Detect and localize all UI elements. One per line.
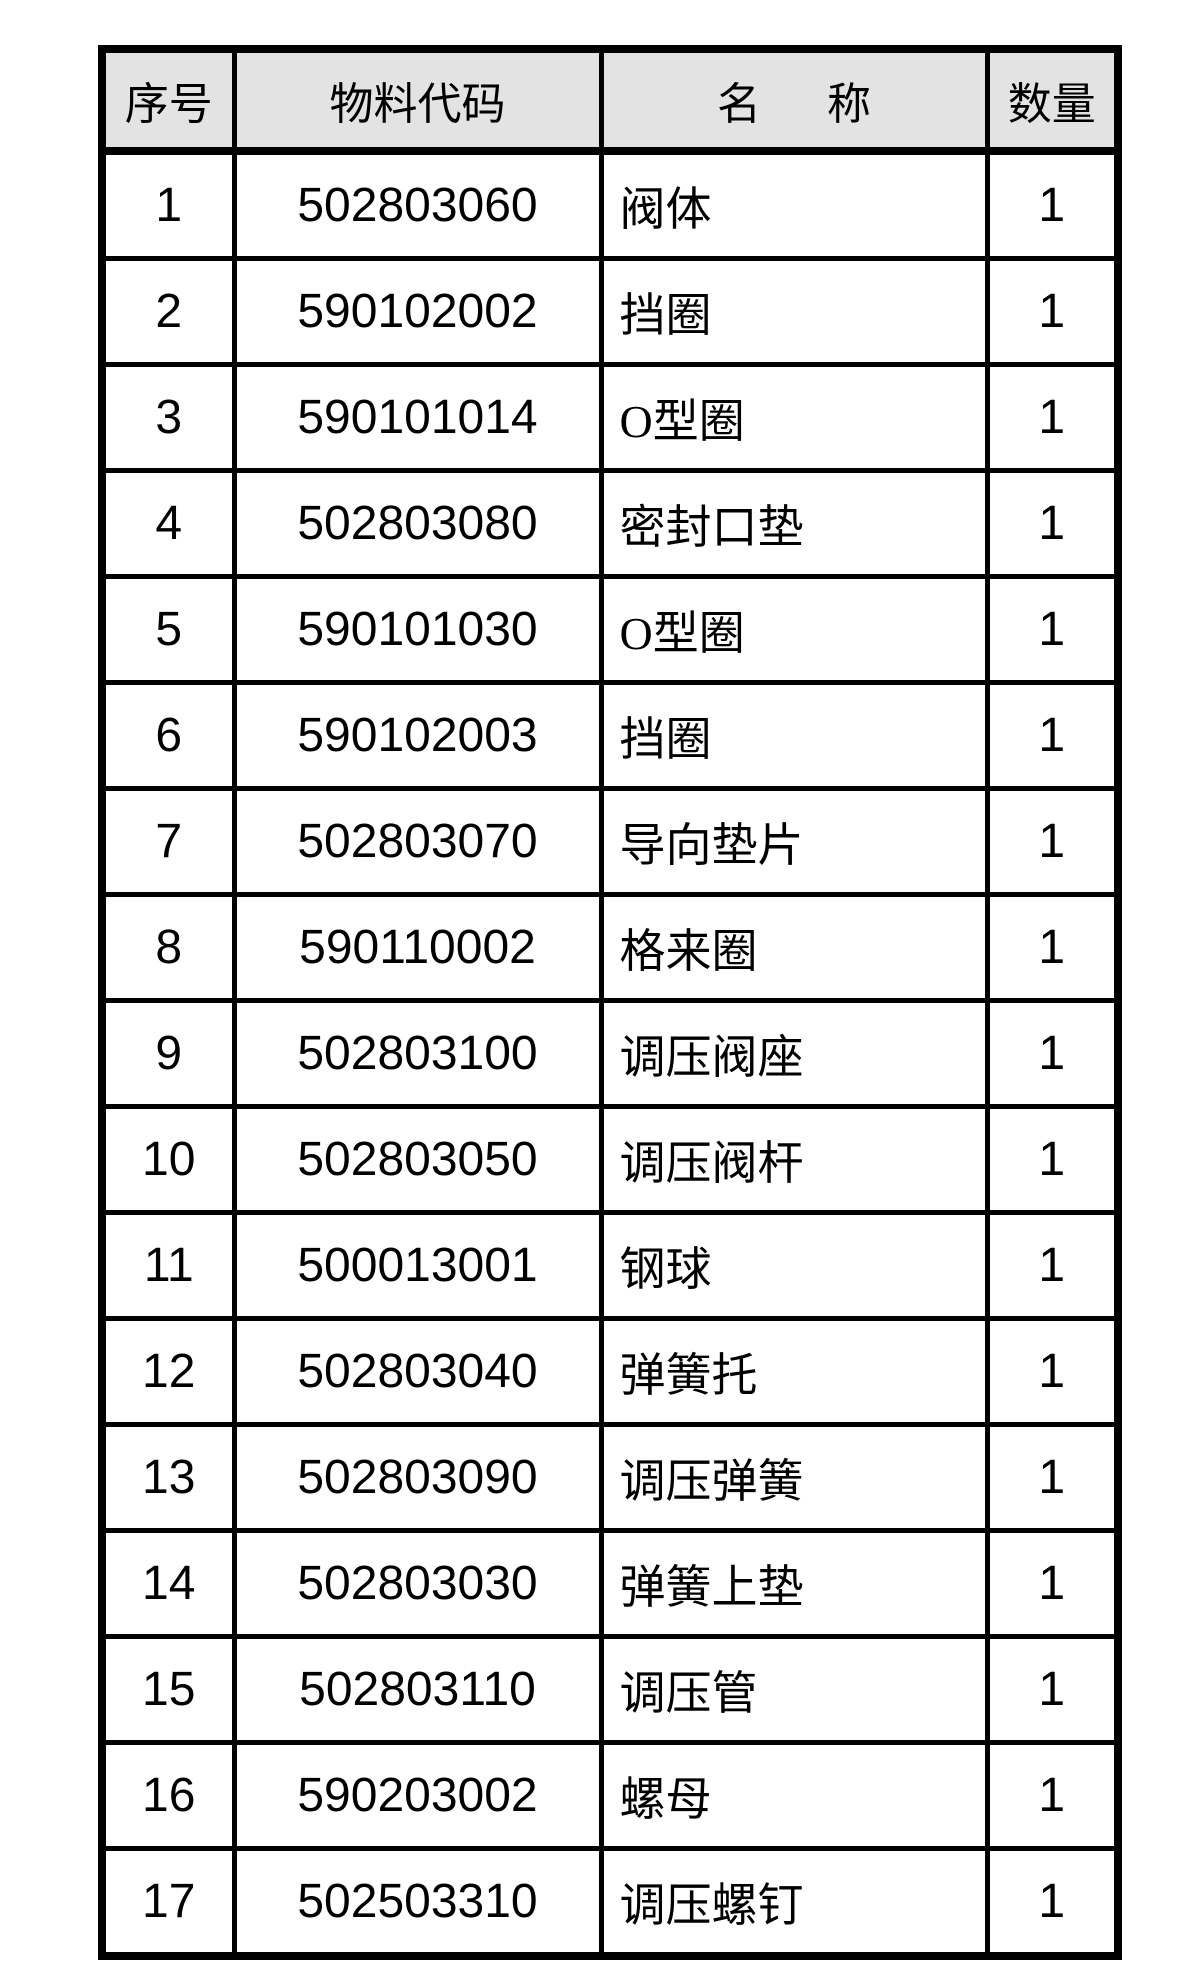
cell-quantity: 1	[984, 786, 1121, 897]
cell-material-code: 502803060	[231, 148, 604, 261]
table-header: 序号 物料代码 名 称 数量	[99, 46, 1121, 155]
cell-material-code: 590203002	[231, 1740, 604, 1851]
cell-material-code: 502803030	[231, 1528, 604, 1639]
cell-quantity: 1	[984, 1740, 1121, 1851]
cell-quantity: 1	[984, 1422, 1121, 1533]
cell-part-name: 挡圈	[598, 256, 990, 367]
cell-part-name: 阀体	[598, 148, 990, 261]
header-material-code: 物料代码	[231, 46, 604, 155]
cell-serial-number: 3	[99, 362, 237, 473]
cell-part-name: 密封口垫	[598, 468, 990, 579]
header-part-name: 名 称	[598, 46, 990, 155]
cell-quantity: 1	[984, 1846, 1121, 1959]
cell-quantity: 1	[984, 1104, 1121, 1215]
header-quantity: 数量	[984, 46, 1121, 155]
cell-serial-number: 14	[99, 1528, 237, 1639]
cell-quantity: 1	[984, 1634, 1121, 1745]
parts-list-table: 序号 物料代码 名 称 数量 1 502803060 阀体 1 2 590102002 挡圈…	[98, 45, 1122, 1960]
cell-material-code: 500013001	[231, 1210, 604, 1321]
cell-serial-number: 9	[99, 998, 237, 1109]
table-row: 1 502803060 阀体 1	[99, 148, 1121, 261]
cell-quantity: 1	[984, 468, 1121, 579]
cell-material-code: 590102003	[231, 680, 604, 791]
cell-serial-number: 12	[99, 1316, 237, 1427]
table-row: 5 590101030 O型圈 1	[99, 574, 1121, 685]
cell-serial-number: 17	[99, 1846, 237, 1959]
cell-part-name: 调压管	[598, 1634, 990, 1745]
table-row: 16 590203002 螺母 1	[99, 1740, 1121, 1851]
table-row: 15 502803110 调压管 1	[99, 1634, 1121, 1745]
cell-serial-number: 10	[99, 1104, 237, 1215]
table-row: 4 502803080 密封口垫 1	[99, 468, 1121, 579]
cell-material-code: 502803100	[231, 998, 604, 1109]
cell-material-code: 502803090	[231, 1422, 604, 1533]
cell-part-name: 钢球	[598, 1210, 990, 1321]
cell-part-name: 格来圈	[598, 892, 990, 1003]
cell-quantity: 1	[984, 362, 1121, 473]
cell-quantity: 1	[984, 998, 1121, 1109]
cell-quantity: 1	[984, 148, 1121, 261]
header-row: 序号 物料代码 名 称 数量	[99, 46, 1121, 155]
cell-part-name: 调压阀杆	[598, 1104, 990, 1215]
table-row: 3 590101014 O型圈 1	[99, 362, 1121, 473]
cell-serial-number: 2	[99, 256, 237, 367]
cell-quantity: 1	[984, 680, 1121, 791]
cell-serial-number: 13	[99, 1422, 237, 1533]
cell-serial-number: 15	[99, 1634, 237, 1745]
table-body: 1 502803060 阀体 1 2 590102002 挡圈 1 3 590101014 O型圈 1…	[99, 148, 1121, 1959]
table-row: 12 502803040 弹簧托 1	[99, 1316, 1121, 1427]
cell-serial-number: 6	[99, 680, 237, 791]
cell-quantity: 1	[984, 256, 1121, 367]
cell-material-code: 502803070	[231, 786, 604, 897]
table-row: 17 502503310 调压螺钉 1	[99, 1846, 1121, 1959]
cell-quantity: 1	[984, 1528, 1121, 1639]
cell-quantity: 1	[984, 1316, 1121, 1427]
table-row: 7 502803070 导向垫片 1	[99, 786, 1121, 897]
table-row: 14 502803030 弹簧上垫 1	[99, 1528, 1121, 1639]
cell-part-name: 调压阀座	[598, 998, 990, 1109]
table-row: 6 590102003 挡圈 1	[99, 680, 1121, 791]
cell-part-name: 导向垫片	[598, 786, 990, 897]
cell-part-name: 弹簧托	[598, 1316, 990, 1427]
cell-part-name: O型圈	[598, 574, 990, 685]
cell-quantity: 1	[984, 892, 1121, 1003]
cell-serial-number: 4	[99, 468, 237, 579]
cell-part-name: O型圈	[598, 362, 990, 473]
table-row: 9 502803100 调压阀座 1	[99, 998, 1121, 1109]
cell-quantity: 1	[984, 1210, 1121, 1321]
cell-serial-number: 8	[99, 892, 237, 1003]
cell-serial-number: 11	[99, 1210, 237, 1321]
table-row: 13 502803090 调压弹簧 1	[99, 1422, 1121, 1533]
cell-serial-number: 1	[99, 148, 237, 261]
header-serial-number: 序号	[99, 46, 237, 155]
table-row: 11 500013001 钢球 1	[99, 1210, 1121, 1321]
cell-material-code: 590101014	[231, 362, 604, 473]
cell-material-code: 502803050	[231, 1104, 604, 1215]
cell-material-code: 502803110	[231, 1634, 604, 1745]
cell-part-name: 弹簧上垫	[598, 1528, 990, 1639]
cell-serial-number: 7	[99, 786, 237, 897]
cell-part-name: 调压螺钉	[598, 1846, 990, 1959]
cell-part-name: 调压弹簧	[598, 1422, 990, 1533]
cell-part-name: 挡圈	[598, 680, 990, 791]
cell-serial-number: 16	[99, 1740, 237, 1851]
cell-quantity: 1	[984, 574, 1121, 685]
cell-material-code: 590101030	[231, 574, 604, 685]
cell-material-code: 502803080	[231, 468, 604, 579]
cell-material-code: 590110002	[231, 892, 604, 1003]
cell-part-name: 螺母	[598, 1740, 990, 1851]
table-row: 2 590102002 挡圈 1	[99, 256, 1121, 367]
table-row: 10 502803050 调压阀杆 1	[99, 1104, 1121, 1215]
cell-material-code: 590102002	[231, 256, 604, 367]
table-row: 8 590110002 格来圈 1	[99, 892, 1121, 1003]
cell-serial-number: 5	[99, 574, 237, 685]
cell-material-code: 502503310	[231, 1846, 604, 1959]
cell-material-code: 502803040	[231, 1316, 604, 1427]
